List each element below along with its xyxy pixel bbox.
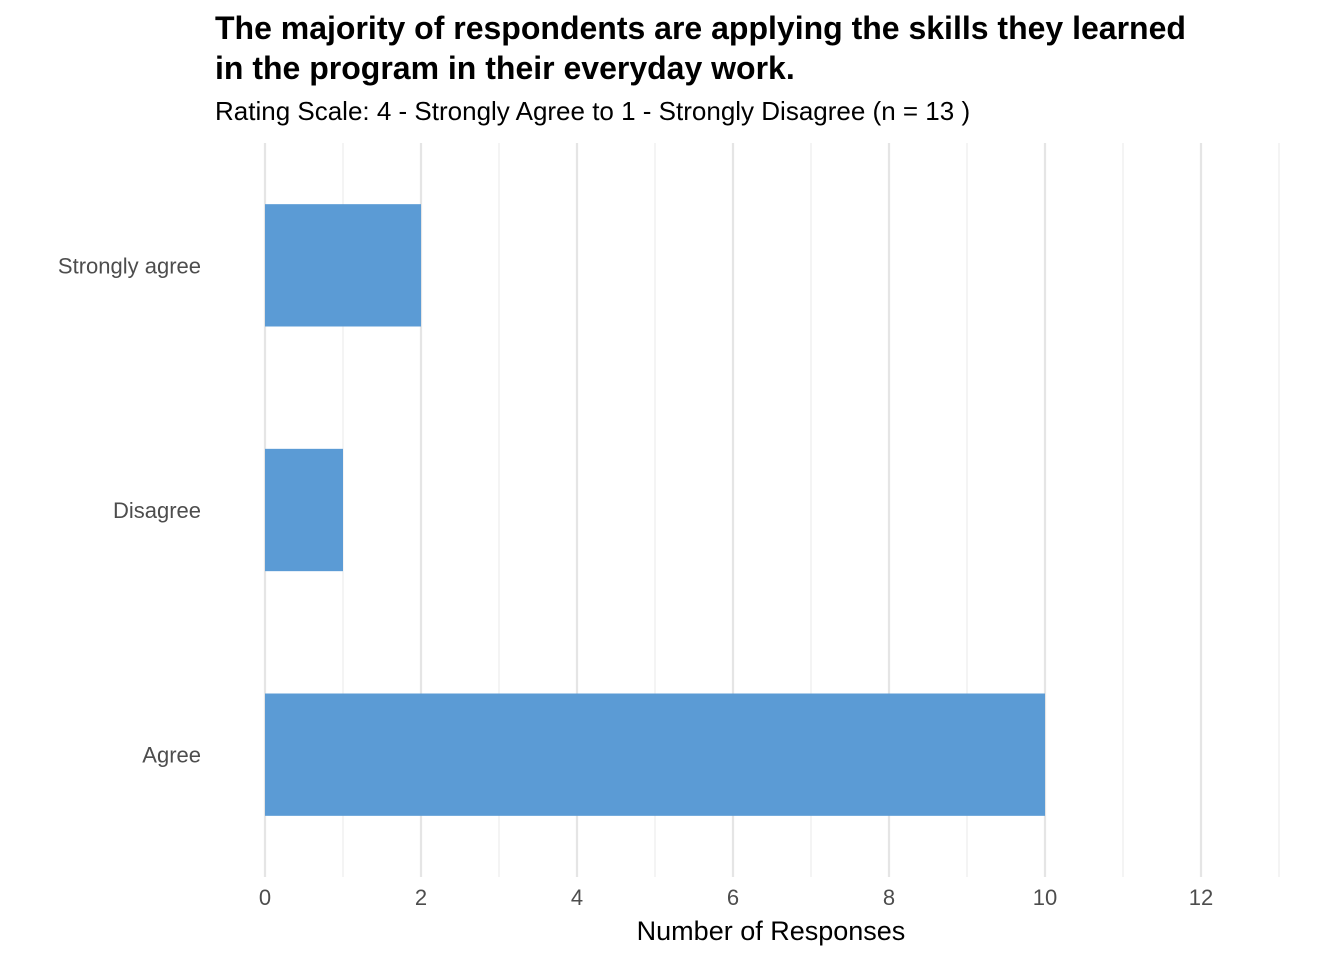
bar	[265, 204, 421, 327]
x-tick-label: 2	[415, 885, 427, 910]
chart-title-line-2: in the program in their everyday work.	[215, 50, 795, 86]
x-tick-label: 0	[259, 885, 271, 910]
x-axis-title: Number of Responses	[637, 916, 906, 946]
chart-subtitle: Rating Scale: 4 - Strongly Agree to 1 - …	[215, 96, 970, 126]
x-tick-label: 4	[571, 885, 583, 910]
category-label: Agree	[142, 743, 201, 768]
x-tick-label: 12	[1189, 885, 1213, 910]
category-labels: Strongly agree Disagree Agree	[58, 253, 201, 767]
x-tick-label: 6	[727, 885, 739, 910]
chart-title-line-1: The majority of respondents are applying…	[215, 10, 1186, 46]
bars	[265, 204, 1045, 816]
x-tick-labels: 0 2 4 6 8 10 12	[259, 885, 1213, 910]
x-tick-label: 8	[883, 885, 895, 910]
category-label: Strongly agree	[58, 253, 201, 278]
x-tick-label: 10	[1033, 885, 1057, 910]
bar	[265, 693, 1045, 816]
category-label: Disagree	[113, 498, 201, 523]
bar	[265, 448, 343, 572]
